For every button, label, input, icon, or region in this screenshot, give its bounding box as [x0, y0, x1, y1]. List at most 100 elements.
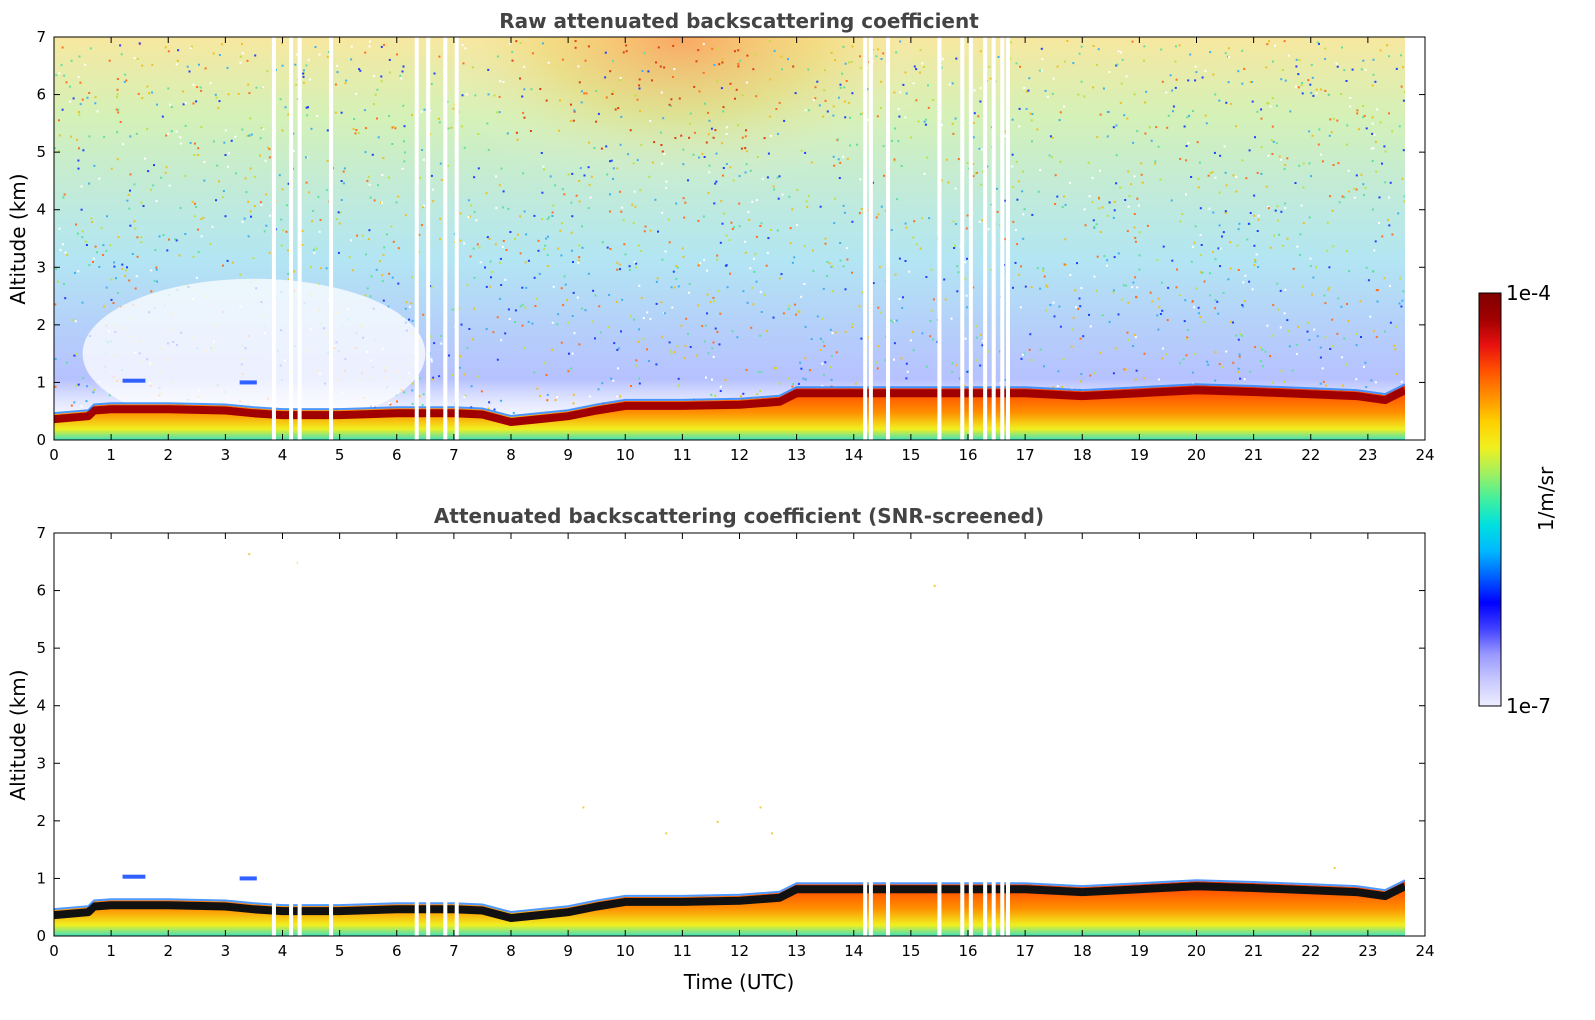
data-gap-stripe — [1005, 37, 1010, 440]
lofted-aerosol-layer — [239, 876, 257, 881]
x-tick-label: 5 — [335, 942, 345, 960]
data-gap-stripe — [968, 37, 973, 440]
data-gap-stripe — [886, 37, 891, 440]
x-tick-label: 7 — [449, 942, 459, 960]
snr-heatmap — [53, 533, 1424, 936]
data-gap-stripe — [329, 533, 334, 936]
y-tick-label: 1 — [36, 373, 46, 391]
data-gap-stripe — [863, 533, 868, 936]
data-gap-stripe — [454, 533, 459, 936]
x-tick-label: 17 — [1016, 446, 1035, 464]
data-gap-stripe — [414, 37, 419, 440]
data-gap-stripe — [960, 37, 965, 440]
y-tick-label: 7 — [36, 524, 46, 542]
x-tick-label: 10 — [616, 942, 635, 960]
data-gap-stripe — [1000, 533, 1005, 936]
data-gap-stripe — [983, 533, 988, 936]
x-tick-label: 4 — [278, 446, 288, 464]
snr-stray-pixel — [770, 832, 773, 835]
x-tick-label: 12 — [730, 942, 749, 960]
x-tick-label: 0 — [49, 446, 59, 464]
snr-stray-pixel — [716, 820, 719, 823]
data-gap-stripe — [1005, 533, 1010, 936]
data-gap-stripe — [297, 533, 302, 936]
colorbar-max-label: 1e-4 — [1506, 281, 1551, 305]
y-tick-label: 5 — [36, 143, 46, 161]
x-tick-label: 6 — [392, 942, 402, 960]
snr-screened-panel: Attenuated backscattering coefficient (S… — [6, 504, 1435, 994]
y-tick-label: 3 — [36, 258, 46, 276]
snr-stray-pixel — [665, 832, 668, 835]
raw-x-ticks: 0 1 2 3 4 5 6 7 8 9 10 11 12 13 14 15 16 17 18 19 20 21 22 23 24 — [49, 37, 1435, 464]
boundary-layer-fringe — [53, 383, 1406, 418]
y-tick-label: 2 — [36, 316, 46, 334]
raw-low-signal-region — [82, 278, 426, 429]
snr-stray-pixel — [248, 553, 251, 556]
lofted-aerosol-layer — [122, 874, 146, 879]
x-tick-label: 13 — [787, 446, 806, 464]
x-tick-label: 22 — [1301, 446, 1320, 464]
x-tick-label: 2 — [163, 446, 173, 464]
colorbar-min-label: 1e-7 — [1506, 694, 1551, 718]
colorbar-unit-label: 1/m/sr — [1534, 466, 1558, 531]
x-tick-label: 18 — [1073, 446, 1092, 464]
y-tick-label: 5 — [36, 639, 46, 657]
snr-stray-pixel — [1333, 866, 1336, 869]
snr-y-ticks: 0 1 2 3 4 5 6 7 — [36, 524, 1425, 945]
x-tick-label: 15 — [901, 446, 920, 464]
x-tick-label: 23 — [1358, 446, 1377, 464]
x-tick-label: 6 — [392, 446, 402, 464]
data-gap-stripe — [426, 533, 431, 936]
y-tick-label: 6 — [36, 86, 46, 104]
data-gap-stripe — [426, 37, 431, 440]
x-tick-label: 5 — [335, 446, 345, 464]
data-gap-stripe — [968, 533, 973, 936]
x-tick-label: 19 — [1130, 942, 1149, 960]
raw-y-ticks: 0 1 2 3 4 5 6 7 — [36, 28, 1425, 449]
snr-panel-title: Attenuated backscattering coefficient (S… — [434, 504, 1044, 528]
no-data-region — [1405, 38, 1424, 439]
y-tick-label: 2 — [36, 812, 46, 830]
lofted-aerosol-layer — [122, 378, 146, 383]
raw-backscatter-panel: Raw attenuated backscattering coefficien… — [6, 9, 1435, 464]
data-gap-stripe — [443, 37, 448, 440]
data-gap-stripe — [991, 37, 996, 440]
x-tick-label: 9 — [563, 942, 573, 960]
x-tick-label: 3 — [221, 446, 231, 464]
x-tick-label: 20 — [1187, 942, 1206, 960]
snr-x-ticks: 0 1 2 3 4 5 6 7 8 9 10 11 12 13 14 15 16 17 18 19 20 21 22 23 24 — [49, 533, 1435, 960]
x-tick-label: 22 — [1301, 942, 1320, 960]
data-gap-stripe — [289, 533, 294, 936]
x-tick-label: 1 — [106, 942, 116, 960]
boundary-layer-top — [53, 882, 1407, 922]
raw-panel-title: Raw attenuated backscattering coefficien… — [499, 9, 979, 33]
raw-y-axis-label: Altitude (km) — [6, 173, 30, 304]
x-tick-label: 12 — [730, 446, 749, 464]
raw-midday-haze — [453, 37, 911, 299]
x-tick-label: 11 — [673, 446, 692, 464]
data-gap-stripe — [886, 533, 891, 936]
x-tick-label: 21 — [1244, 942, 1263, 960]
data-gap-stripe — [443, 533, 448, 936]
x-tick-label: 24 — [1415, 446, 1434, 464]
data-gap-stripe — [289, 37, 294, 440]
boundary-layer-top — [53, 386, 1407, 426]
data-gap-stripe — [863, 37, 868, 440]
data-gap-stripe — [271, 533, 276, 936]
x-tick-label: 14 — [844, 446, 863, 464]
x-tick-label: 19 — [1130, 446, 1149, 464]
data-gap-stripe — [868, 533, 873, 936]
x-tick-label: 9 — [563, 446, 573, 464]
x-tick-label: 17 — [1016, 942, 1035, 960]
x-tick-label: 1 — [106, 446, 116, 464]
colorbar: 1e-4 1e-7 1/m/sr — [1478, 281, 1558, 718]
y-tick-label: 4 — [36, 201, 46, 219]
y-tick-label: 1 — [36, 869, 46, 887]
data-gap-stripe — [1000, 37, 1005, 440]
data-gap-stripe — [868, 37, 873, 440]
x-tick-label: 2 — [163, 942, 173, 960]
data-gap-stripe — [991, 533, 996, 936]
data-gap-stripe — [329, 37, 334, 440]
x-tick-label: 24 — [1415, 942, 1434, 960]
